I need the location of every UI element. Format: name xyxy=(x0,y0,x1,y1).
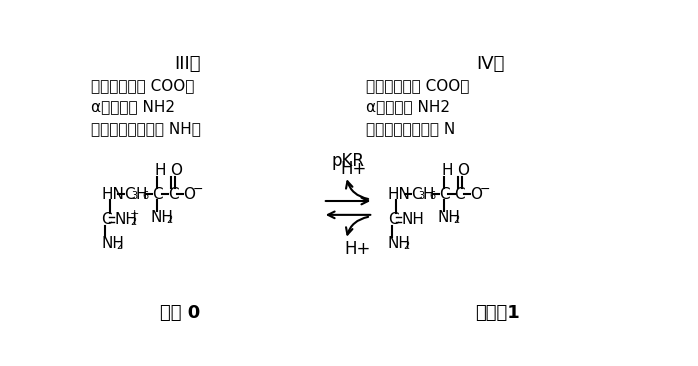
Text: C: C xyxy=(388,212,399,227)
Text: 側鎖塩基性官能基 NH＋: 側鎖塩基性官能基 NH＋ xyxy=(91,121,201,136)
Text: 2: 2 xyxy=(403,242,410,251)
Text: O: O xyxy=(457,164,469,179)
Text: O: O xyxy=(170,164,182,179)
Text: 6: 6 xyxy=(429,191,435,201)
Text: 2: 2 xyxy=(117,242,123,251)
Text: NH: NH xyxy=(438,210,461,225)
Text: IV型: IV型 xyxy=(476,55,505,73)
Text: NH: NH xyxy=(114,212,138,227)
Text: 電荷 0: 電荷 0 xyxy=(160,305,200,322)
Text: −: − xyxy=(193,183,203,196)
Text: C: C xyxy=(152,187,163,202)
Text: 2: 2 xyxy=(130,217,136,227)
Text: H: H xyxy=(441,164,453,179)
Text: HN: HN xyxy=(101,187,124,202)
Text: 3: 3 xyxy=(131,191,138,201)
Text: αアミノ基 NH2: αアミノ基 NH2 xyxy=(91,99,175,114)
Text: C: C xyxy=(168,187,179,202)
Text: NH: NH xyxy=(101,236,124,251)
Text: カルボキシ基 COO－: カルボキシ基 COO－ xyxy=(91,78,195,93)
Text: III型: III型 xyxy=(174,55,201,73)
Text: H+: H+ xyxy=(345,240,371,258)
Text: H: H xyxy=(135,187,147,202)
Text: O: O xyxy=(470,187,482,202)
Text: +: + xyxy=(130,209,139,219)
Text: O: O xyxy=(184,187,195,202)
Text: NH: NH xyxy=(151,210,174,225)
Text: C: C xyxy=(101,212,112,227)
Text: 3: 3 xyxy=(418,191,424,201)
Text: C: C xyxy=(124,187,135,202)
Text: H+: H+ xyxy=(341,160,367,178)
Text: C: C xyxy=(411,187,422,202)
Text: C: C xyxy=(439,187,450,202)
Text: αアミノ基 NH2: αアミノ基 NH2 xyxy=(366,99,450,114)
Text: カルボキシ基 COO－: カルボキシ基 COO－ xyxy=(366,78,470,93)
Text: −: − xyxy=(480,183,490,196)
Text: 側鎖塩基性官能基 N: 側鎖塩基性官能基 N xyxy=(366,121,456,136)
Text: 2: 2 xyxy=(453,215,459,225)
Text: H: H xyxy=(155,164,166,179)
Text: HN: HN xyxy=(388,187,411,202)
Text: C: C xyxy=(454,187,466,202)
Text: 2: 2 xyxy=(166,215,172,225)
Text: NH: NH xyxy=(388,236,411,251)
Text: NH: NH xyxy=(401,212,424,227)
Text: pKR: pKR xyxy=(331,152,364,170)
Text: 電荷－1: 電荷－1 xyxy=(475,305,521,322)
Text: H: H xyxy=(422,187,433,202)
Text: 6: 6 xyxy=(142,191,149,201)
